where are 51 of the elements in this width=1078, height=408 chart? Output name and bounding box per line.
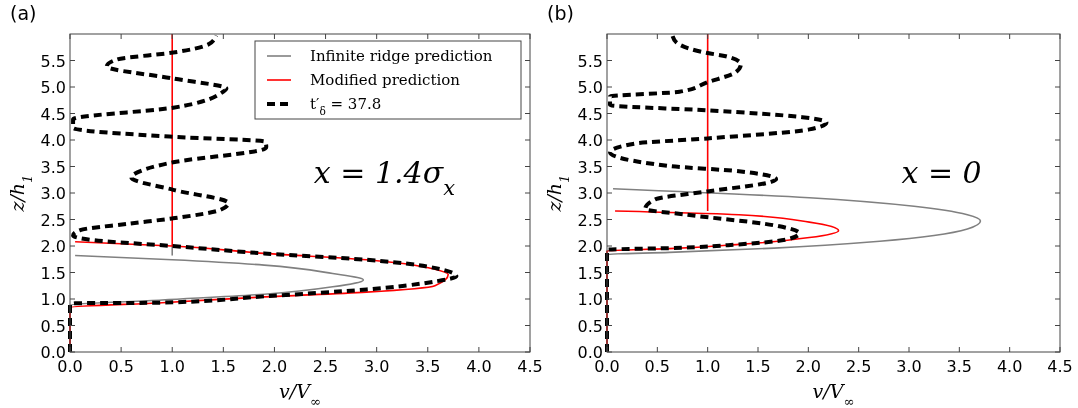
x-tick-label: 0.5	[644, 357, 671, 376]
x-tick-label: 0.5	[108, 357, 134, 376]
y-tick-label: 4.0	[577, 131, 603, 150]
y-tick-label: 3.5	[40, 157, 66, 177]
y-tick-label: 4.5	[40, 104, 66, 124]
annotation: x = 0	[901, 155, 982, 191]
x-axis-title: v/V$_{∞}$	[279, 380, 321, 408]
x-tick-label: 1.5	[745, 357, 771, 376]
x-tick-label: 0.0	[594, 357, 620, 376]
y-tick-label: 4.0	[40, 131, 66, 150]
x-tick-label: 3.0	[896, 357, 922, 376]
x-tick-label: 1.0	[694, 357, 721, 376]
x-tick-label: 3.5	[415, 357, 441, 376]
y-tick-label: 4.5	[577, 104, 603, 124]
chart-title: (a)	[10, 2, 37, 24]
y-tick-label: 3.0	[40, 184, 66, 203]
x-axis-title: v/V$_{∞}$	[812, 380, 855, 408]
legend-label: Infinite ridge prediction	[310, 47, 493, 65]
x-tick-label: 4.5	[1047, 357, 1073, 376]
y-tick-label: 1.5	[577, 263, 603, 283]
x-tick-label: 2.0	[261, 357, 288, 376]
x-tick-label: 2.5	[845, 357, 872, 376]
y-tick-label: 2.0	[577, 237, 603, 256]
y-tick-label: 2.5	[577, 210, 603, 230]
x-tick-label: 3.5	[946, 357, 973, 376]
y-tick-label: 3.0	[577, 184, 603, 203]
y-tick-label: 0.5	[577, 316, 603, 336]
annotation: x = 1.4σ$_{x}$	[313, 155, 456, 201]
y-tick-label: 2.5	[40, 210, 66, 230]
x-tick-label: 2.5	[312, 357, 339, 376]
y-tick-label: 3.5	[577, 157, 603, 177]
legend-label: t′$_{δ}$ = 37.8	[310, 95, 382, 117]
y-tick-label: 5.0	[40, 78, 66, 97]
x-tick-label: 4.0	[996, 357, 1023, 376]
x-tick-label: 0.0	[57, 357, 83, 376]
y-tick-label: 1.5	[40, 263, 66, 283]
x-tick-label: 2.0	[795, 357, 822, 376]
y-tick-label: 2.0	[40, 237, 66, 256]
x-tick-label: 1.0	[159, 357, 185, 376]
x-tick-label: 4.5	[517, 357, 543, 376]
y-tick-label: 1.0	[577, 290, 603, 309]
y-tick-label: 1.0	[40, 290, 66, 309]
y-tick-label: 5.5	[40, 51, 66, 71]
y-tick-label: 0.5	[40, 316, 66, 336]
x-tick-label: 4.0	[466, 357, 492, 376]
chart-title: (b)	[547, 2, 574, 24]
y-tick-label: 5.0	[577, 78, 603, 97]
y-tick-label: 5.5	[577, 51, 603, 71]
x-tick-label: 1.5	[210, 357, 237, 376]
x-tick-label: 3.0	[363, 357, 390, 376]
legend-label: Modified prediction	[310, 71, 461, 89]
